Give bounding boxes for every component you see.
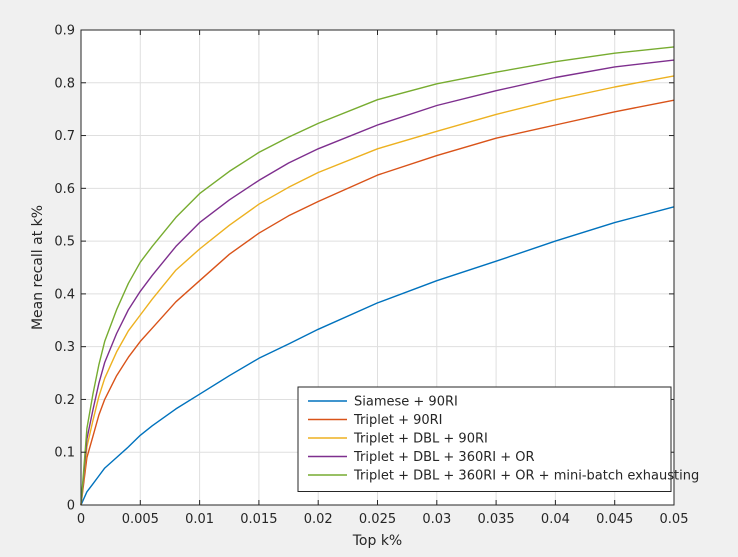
legend-label: Siamese + 90RI [354, 395, 458, 410]
y-tick-label: 0 [67, 499, 75, 514]
legend-label: Triplet + DBL + 90RI [353, 432, 488, 447]
legend-label: Triplet + 90RI [353, 413, 443, 428]
x-tick-label: 0.03 [422, 512, 451, 527]
y-tick-label: 0.5 [54, 235, 75, 250]
series-layer [80, 46, 675, 506]
x-tick-label: 0.02 [304, 512, 333, 527]
series-line-2 [80, 99, 675, 506]
x-tick-label: 0.05 [660, 512, 689, 527]
legend: Siamese + 90RI Triplet + 90RI Triplet + DB… [297, 386, 699, 492]
series-line-4 [80, 59, 675, 506]
y-tick-label: 0.7 [54, 129, 75, 144]
legend-label: Triplet + DBL + 360RI + OR + mini-batch … [353, 469, 699, 484]
series-line-5 [80, 46, 675, 506]
y-tick-label: 0.4 [54, 287, 75, 302]
y-tick-label: 0.9 [54, 24, 75, 39]
x-tick-label: 0.01 [185, 512, 214, 527]
x-tick-label: 0.005 [122, 512, 159, 527]
x-tick-label: 0.04 [541, 512, 570, 527]
x-tick-label: 0.015 [240, 512, 277, 527]
y-tick-label: 0.1 [54, 446, 75, 461]
tick-marks [80, 29, 675, 506]
y-axis-label: Mean recall at k% [30, 205, 46, 330]
series-line-1 [80, 206, 675, 506]
y-tick-label: 0.2 [54, 393, 75, 408]
x-axis-label: Top k% [352, 533, 403, 549]
y-tick-label: 0.8 [54, 76, 75, 91]
x-tick-label: 0.025 [359, 512, 396, 527]
x-tick-label: 0 [77, 512, 85, 527]
legend-label: Triplet + DBL + 360RI + OR [353, 450, 535, 465]
series-line-3 [80, 75, 675, 506]
x-tick-label: 0.035 [477, 512, 514, 527]
tick-labels: 0 0.005 0.01 0.015 0.02 0.025 0.03 0.035 0.04 0.0… [54, 24, 688, 528]
legend-box [297, 386, 672, 492]
y-tick-label: 0.3 [54, 340, 75, 355]
x-tick-label: 0.045 [596, 512, 633, 527]
y-tick-label: 0.6 [54, 182, 75, 197]
